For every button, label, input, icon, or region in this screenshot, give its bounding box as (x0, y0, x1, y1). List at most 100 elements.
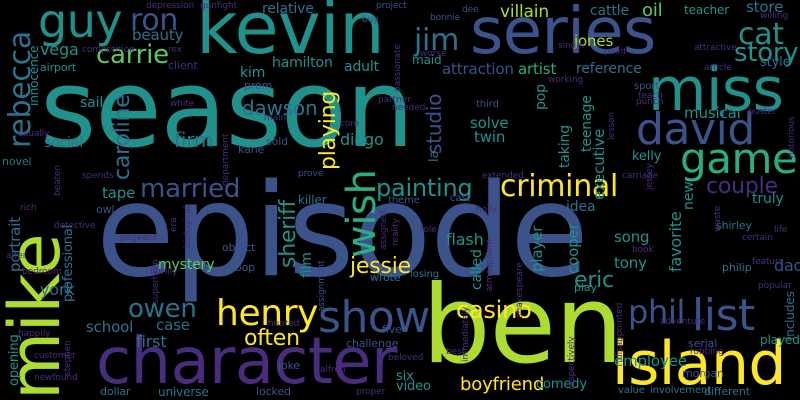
word-jones: jones (574, 32, 614, 50)
word-worse: worse (420, 49, 447, 59)
word-challenge: challenge (346, 337, 399, 350)
word-reality: reality (391, 218, 401, 246)
word-client: client (168, 59, 198, 72)
word-new: new (681, 181, 697, 210)
word-diego: diego (340, 130, 384, 149)
word-married: married (140, 174, 241, 204)
word-oil: oil (642, 0, 663, 21)
word-assignment: assignment (317, 260, 327, 312)
word-cattle: cattle (590, 3, 629, 19)
word-beloved: beloved (388, 353, 424, 363)
word-player: player (528, 225, 546, 272)
word-family: family (150, 267, 178, 277)
word-la: la (427, 150, 442, 162)
word-vega: vega (40, 40, 79, 59)
word-episode: episode (96, 157, 589, 306)
word-notorious: notorious (787, 116, 797, 158)
word-video: video (396, 379, 431, 394)
word-different: different (704, 385, 750, 398)
word-play: play (574, 281, 597, 294)
word-kevin: kevin (196, 0, 385, 70)
word-flash: flash (446, 230, 484, 249)
word-needed: needed (392, 103, 426, 113)
word-partner: partner (378, 95, 411, 105)
word-phil: phil (628, 293, 686, 331)
word-kim: kim (240, 65, 266, 81)
word-biological: biological (183, 205, 193, 248)
word-customer: customer (34, 351, 76, 361)
word-social: social (44, 135, 84, 151)
word-morgan: morgan (682, 367, 724, 380)
word-hunted: hunted (268, 319, 300, 329)
word-extended: extended (482, 171, 524, 181)
word-wish: wish (339, 169, 385, 258)
word-disappointed: disappointed (615, 302, 625, 360)
word-tape: tape (102, 184, 136, 202)
word-novel: novel (2, 155, 32, 168)
word-cooper: cooper (564, 223, 582, 274)
word-owl: owl (96, 203, 115, 216)
word-artist: artist (518, 60, 557, 78)
word-story: story (734, 38, 799, 68)
word-film: film (299, 252, 315, 278)
word-role: role (420, 225, 437, 235)
word-feature: feature (752, 257, 784, 267)
word-assigned: assigned (379, 210, 389, 250)
word-holly: holly (476, 205, 498, 215)
word-playing: playing (316, 90, 341, 170)
word-eric: eric (574, 268, 614, 293)
word-musical: musical (684, 104, 741, 122)
word-popular: popular (758, 281, 792, 291)
word-comedy: comedy (536, 377, 587, 392)
word-criminal: criminal (500, 169, 619, 204)
word-york: york (40, 280, 75, 299)
word-first: first (136, 332, 167, 351)
word-teacher: teacher (684, 3, 730, 17)
word-david: david (636, 104, 755, 155)
word-sold: sold (266, 135, 289, 148)
word-life: life (774, 225, 788, 235)
word-beaten: beaten (53, 165, 63, 196)
word-pop: pop (533, 84, 549, 110)
word-shirley: shirley (716, 219, 752, 232)
word-school: school (86, 318, 134, 336)
word-locked: locked (256, 385, 291, 398)
word-best: best (446, 347, 466, 357)
word-passionate: passionate (393, 44, 403, 92)
word-list: list (692, 290, 755, 341)
word-newfound: newfound (34, 373, 78, 383)
word-innocence: innocence (27, 45, 41, 106)
word-show: show (318, 292, 430, 343)
word-jim: jim (414, 23, 459, 58)
word-couple: couple (706, 174, 778, 199)
word-adult: adult (344, 59, 380, 75)
word-stephen: stephen (63, 340, 73, 376)
word-case: case (156, 316, 190, 334)
word-white: white (170, 99, 195, 109)
word-six: six (396, 369, 414, 384)
word-article: article (704, 63, 732, 73)
word-attraction: attraction (442, 60, 514, 78)
word-shakespeare: shakespeare (515, 262, 525, 318)
word-carriage: carriage (622, 171, 659, 181)
word-boyfriend: boyfriend (460, 374, 545, 395)
word-favorite: favorite (666, 211, 685, 272)
word-twin: twin (474, 128, 506, 146)
word-buy: buy (362, 15, 379, 25)
word-respectively: respectively (567, 336, 577, 390)
word-value: value (618, 385, 645, 396)
word-firm: firm (174, 128, 214, 152)
word-style: style (760, 55, 791, 70)
word-relative: relative (262, 1, 314, 17)
word-alfred: alfred (320, 365, 346, 375)
word-buster: buster (748, 107, 777, 117)
word-beauty: beauty (132, 26, 184, 44)
word-carrie: carrie (96, 40, 169, 70)
word-includes: includes (783, 291, 797, 340)
word-third: third (476, 99, 499, 110)
word-sail: sail (80, 95, 104, 111)
word-caroline: caroline (110, 94, 135, 180)
word-adventure: adventure (660, 317, 706, 327)
word-island: island (612, 329, 786, 399)
